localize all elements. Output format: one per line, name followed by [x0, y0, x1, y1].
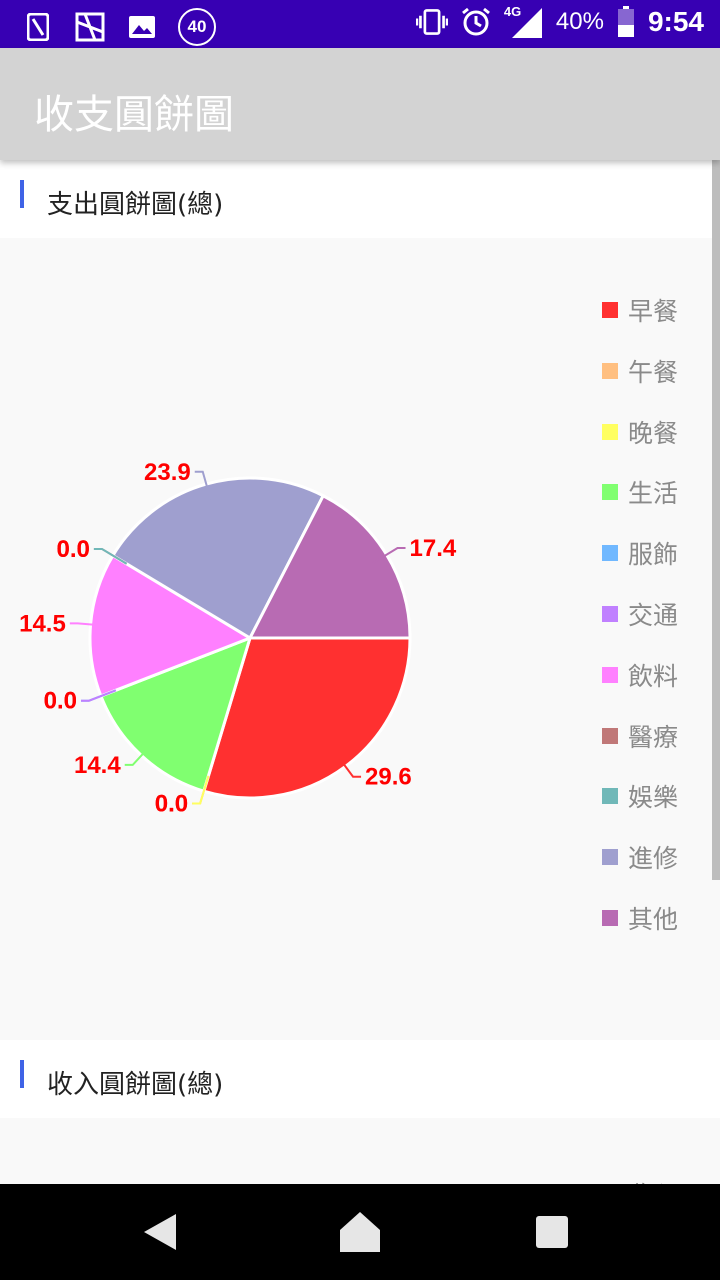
legend-item: 醫療	[602, 716, 712, 756]
pie-value-label: 0.0	[44, 688, 77, 715]
expense-section-header: 支出圓餅圖(總)	[0, 160, 720, 238]
pie-leader-line	[194, 470, 212, 500]
legend-swatch	[602, 484, 618, 501]
vibrate-icon	[415, 6, 448, 38]
pie-leader-line	[69, 622, 107, 627]
legend-swatch	[602, 666, 618, 683]
legend-label: 飲料	[628, 661, 679, 691]
app-bar: 收支圓餅圖	[0, 48, 720, 160]
legend-item: 午餐	[602, 351, 712, 391]
recents-icon[interactable]	[528, 1208, 576, 1256]
sim-icon	[22, 11, 54, 43]
back-icon[interactable]	[136, 1208, 184, 1256]
legend-swatch	[602, 910, 618, 926]
legend-item: 生活	[602, 472, 712, 512]
app-icon	[74, 11, 106, 43]
battery-icon	[616, 6, 636, 38]
pie-value-label: 0.0	[155, 790, 188, 817]
legend-item: 交通	[602, 594, 712, 634]
section-accent-bar	[20, 180, 24, 208]
navigation-bar	[0, 1184, 720, 1280]
pie-value-label: 14.5	[19, 610, 66, 637]
pie-value-label: 14.4	[74, 752, 121, 779]
income-chart-area[interactable]: 收入	[0, 1118, 720, 1210]
legend-item: 進修	[602, 837, 712, 877]
legend-swatch	[602, 362, 618, 379]
income-section-title: 收入圓餅圖(總)	[47, 1070, 224, 1100]
scrollbar[interactable]	[712, 160, 720, 880]
legend-item: 晚餐	[602, 412, 712, 452]
pie-value-label: 29.6	[365, 764, 412, 791]
expense-section-title: 支出圓餅圖(總)	[47, 190, 224, 220]
legend-label: 早餐	[628, 297, 679, 326]
legend-label: 交通	[628, 601, 679, 630]
legend-item: 娛樂	[602, 776, 712, 816]
legend-swatch	[602, 727, 618, 744]
legend-label: 服飾	[628, 540, 679, 570]
legend-label: 醫療	[628, 722, 679, 752]
legend-item: 服飾	[602, 533, 712, 573]
expense-pie-chart[interactable]: 29.60.00.014.40.00.014.50.00.023.917.4	[0, 238, 590, 1040]
battery-percent: 40%	[555, 8, 604, 35]
legend-item: 早餐	[602, 290, 712, 330]
status-bar: 40 4G 40% 9:54	[0, 0, 720, 48]
pie-value-label: 0.0	[44, 688, 77, 715]
network-type: 4G	[503, 4, 522, 19]
legend-swatch	[602, 788, 618, 805]
legend-item: 其他	[602, 898, 712, 938]
signal-icon: 4G	[503, 4, 544, 38]
home-icon[interactable]	[336, 1208, 384, 1256]
legend-label: 晚餐	[628, 418, 679, 448]
section-accent-bar	[20, 1060, 24, 1088]
legend-label: 娛樂	[628, 783, 679, 813]
legend-label: 其他	[628, 905, 679, 934]
pie-value-label: 0.0	[155, 790, 188, 817]
pie-leader-line	[93, 547, 128, 565]
legend-label: 生活	[628, 479, 679, 509]
legend-swatch	[602, 849, 618, 866]
badge-icon: 40	[178, 8, 216, 46]
pie-leader-line	[124, 743, 153, 766]
pie-value-label: 23.9	[144, 459, 191, 486]
legend-swatch	[602, 545, 618, 562]
pie-value-label: 17.4	[410, 535, 457, 562]
legend-label: 進修	[628, 844, 679, 874]
image-icon	[126, 11, 158, 43]
pie-leader-line	[80, 689, 117, 702]
pie-leader-line	[335, 752, 362, 778]
page-title: 收支圓餅圖	[34, 92, 234, 138]
clock: 9:54	[647, 6, 704, 37]
pie-value-label: 0.0	[57, 536, 90, 563]
legend-swatch	[602, 302, 618, 318]
pie-value-label: 0.0	[57, 536, 90, 563]
income-section-header: 收入圓餅圖(總)	[0, 1040, 720, 1118]
legend-label: 午餐	[628, 357, 679, 387]
legend-swatch	[602, 606, 618, 622]
pie-leader-line	[192, 775, 210, 805]
alarm-icon	[460, 6, 492, 38]
legend-swatch	[602, 423, 618, 440]
notification-badge: 40	[187, 17, 207, 36]
legend-item: 飲料	[602, 655, 712, 695]
pie-leader-line	[372, 547, 406, 564]
